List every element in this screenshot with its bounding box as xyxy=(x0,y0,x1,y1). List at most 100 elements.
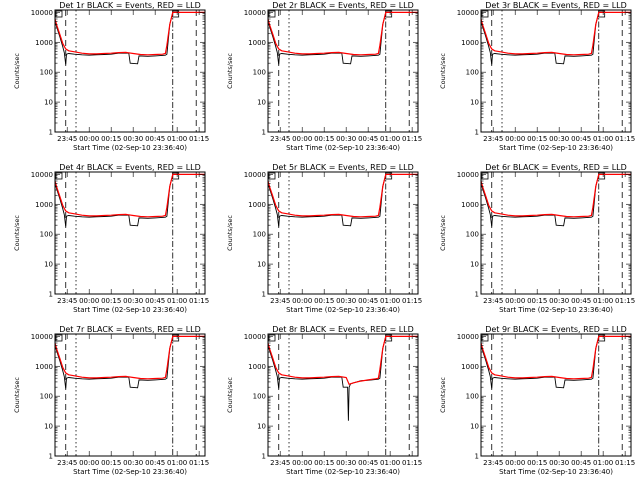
chart-det-5: 1 10 100 1000 10000 23:45 00:00 00:15 00:30 00:45… xyxy=(226,163,422,314)
chart-title: Det 3r BLACK = Events, RED = LLD xyxy=(485,1,627,10)
x-tick-label: 23:45 xyxy=(57,459,77,467)
x-tick-label: 01:00 xyxy=(593,135,613,143)
x-tick-label: 01:15 xyxy=(402,297,422,305)
x-tick-label: 00:30 xyxy=(123,459,143,467)
x-tick-label: 00:30 xyxy=(549,459,569,467)
x-tick-label: 00:00 xyxy=(505,297,525,305)
series-events-line xyxy=(481,173,631,227)
series-events-line xyxy=(481,335,631,389)
plot-frame xyxy=(54,171,206,295)
x-tick-label: 23:45 xyxy=(57,135,77,143)
y-axis-label: Counts/sec xyxy=(439,377,447,413)
y-tick-label: 10000 xyxy=(31,333,53,341)
x-tick-label: 01:15 xyxy=(189,297,209,305)
series-events-line xyxy=(55,335,205,389)
y-tick-label: 10000 xyxy=(457,171,479,179)
y-tick-label: 1 xyxy=(262,453,266,461)
series-events-line xyxy=(268,173,418,227)
y-tick-label: 10 xyxy=(257,423,266,431)
x-tick-label: 00:45 xyxy=(358,135,378,143)
series-lld-line xyxy=(55,335,205,380)
x-tick-label: 23:45 xyxy=(57,297,77,305)
x-tick-label: 00:30 xyxy=(549,135,569,143)
x-tick-label: 00:00 xyxy=(79,459,99,467)
x-tick-label: 00:15 xyxy=(101,297,121,305)
x-tick-label: 00:00 xyxy=(505,135,525,143)
y-tick-label: 100 xyxy=(253,393,266,401)
y-axis-label: Counts/sec xyxy=(13,377,21,413)
x-tick-label: 23:45 xyxy=(483,297,503,305)
chart-det-7: 1 10 100 1000 10000 23:45 00:00 00:15 00:30 00:45… xyxy=(13,325,209,476)
x-axis-label: Start Time (02-Sep-10 23:36:40) xyxy=(286,306,400,314)
y-tick-label: 100 xyxy=(40,231,53,239)
x-tick-label: 00:15 xyxy=(527,135,547,143)
x-tick-label: 00:00 xyxy=(292,459,312,467)
x-axis-label: Start Time (02-Sep-10 23:36:40) xyxy=(499,306,613,314)
series-lld-line xyxy=(268,173,418,218)
y-tick-label: 100 xyxy=(40,393,53,401)
y-tick-label: 1 xyxy=(475,453,479,461)
y-tick-label: 1000 xyxy=(461,39,479,47)
chart-det-8: 1 10 100 1000 10000 23:45 00:00 00:15 00:30 00:45… xyxy=(226,325,422,476)
y-axis-label: Counts/sec xyxy=(439,215,447,251)
y-tick-label: 1 xyxy=(49,129,53,137)
x-tick-label: 00:30 xyxy=(123,135,143,143)
y-tick-label: 10000 xyxy=(244,171,266,179)
y-tick-label: 100 xyxy=(40,69,53,77)
series-lld-line xyxy=(55,11,205,56)
y-tick-label: 10000 xyxy=(457,333,479,341)
y-axis-label: Counts/sec xyxy=(13,215,21,251)
x-tick-label: 00:15 xyxy=(101,135,121,143)
y-tick-label: 10000 xyxy=(31,9,53,17)
chart-det-9: 1 10 100 1000 10000 23:45 00:00 00:15 00:30 00:45… xyxy=(439,325,635,476)
y-tick-label: 100 xyxy=(466,393,479,401)
plot-frame xyxy=(54,333,206,457)
plot-frame xyxy=(267,171,419,295)
x-tick-label: 23:45 xyxy=(483,135,503,143)
x-tick-label: 01:15 xyxy=(615,135,635,143)
plot-frame xyxy=(54,9,206,133)
y-tick-label: 10 xyxy=(44,99,53,107)
series-lld-line xyxy=(55,173,205,218)
x-tick-label: 00:00 xyxy=(292,297,312,305)
y-axis-label: Counts/sec xyxy=(226,215,234,251)
x-tick-label: 00:45 xyxy=(571,459,591,467)
chart-title: Det 2r BLACK = Events, RED = LLD xyxy=(272,1,414,10)
y-axis-label: Counts/sec xyxy=(226,377,234,413)
x-tick-label: 01:15 xyxy=(615,459,635,467)
x-tick-label: 00:30 xyxy=(549,297,569,305)
x-tick-label: 00:45 xyxy=(358,459,378,467)
chart-title: Det 1r BLACK = Events, RED = LLD xyxy=(59,1,201,10)
chart-det-1: 1 10 100 1000 10000 23:45 00:00 00:15 00:30 00:45… xyxy=(13,1,209,152)
x-tick-label: 23:45 xyxy=(483,459,503,467)
y-tick-label: 10 xyxy=(257,261,266,269)
y-axis-label: Counts/sec xyxy=(439,53,447,89)
series-events-line xyxy=(268,335,418,421)
x-tick-label: 01:15 xyxy=(402,459,422,467)
chart-title: Det 5r BLACK = Events, RED = LLD xyxy=(272,163,414,172)
x-tick-label: 01:00 xyxy=(380,135,400,143)
chart-title: Det 9r BLACK = Events, RED = LLD xyxy=(485,325,627,334)
y-tick-label: 10 xyxy=(470,423,479,431)
x-tick-label: 00:45 xyxy=(145,135,165,143)
series-events-line xyxy=(55,173,205,227)
y-tick-label: 100 xyxy=(253,69,266,77)
x-tick-label: 00:00 xyxy=(292,135,312,143)
y-tick-label: 1000 xyxy=(35,39,53,47)
x-tick-label: 00:00 xyxy=(79,297,99,305)
x-tick-label: 00:45 xyxy=(571,297,591,305)
x-tick-label: 00:15 xyxy=(314,297,334,305)
x-tick-label: 23:45 xyxy=(270,459,290,467)
y-tick-label: 10 xyxy=(470,261,479,269)
series-lld-line xyxy=(481,11,631,56)
y-tick-label: 10000 xyxy=(457,9,479,17)
plot-frame xyxy=(267,333,419,457)
chart-det-2: 1 10 100 1000 10000 23:45 00:00 00:15 00:30 00:45… xyxy=(226,1,422,152)
x-tick-label: 01:00 xyxy=(167,297,187,305)
plot-frame xyxy=(480,9,632,133)
x-tick-label: 00:30 xyxy=(336,135,356,143)
y-tick-label: 1 xyxy=(49,453,53,461)
x-tick-label: 00:45 xyxy=(358,297,378,305)
y-axis-label: Counts/sec xyxy=(226,53,234,89)
x-axis-label: Start Time (02-Sep-10 23:36:40) xyxy=(73,468,187,476)
